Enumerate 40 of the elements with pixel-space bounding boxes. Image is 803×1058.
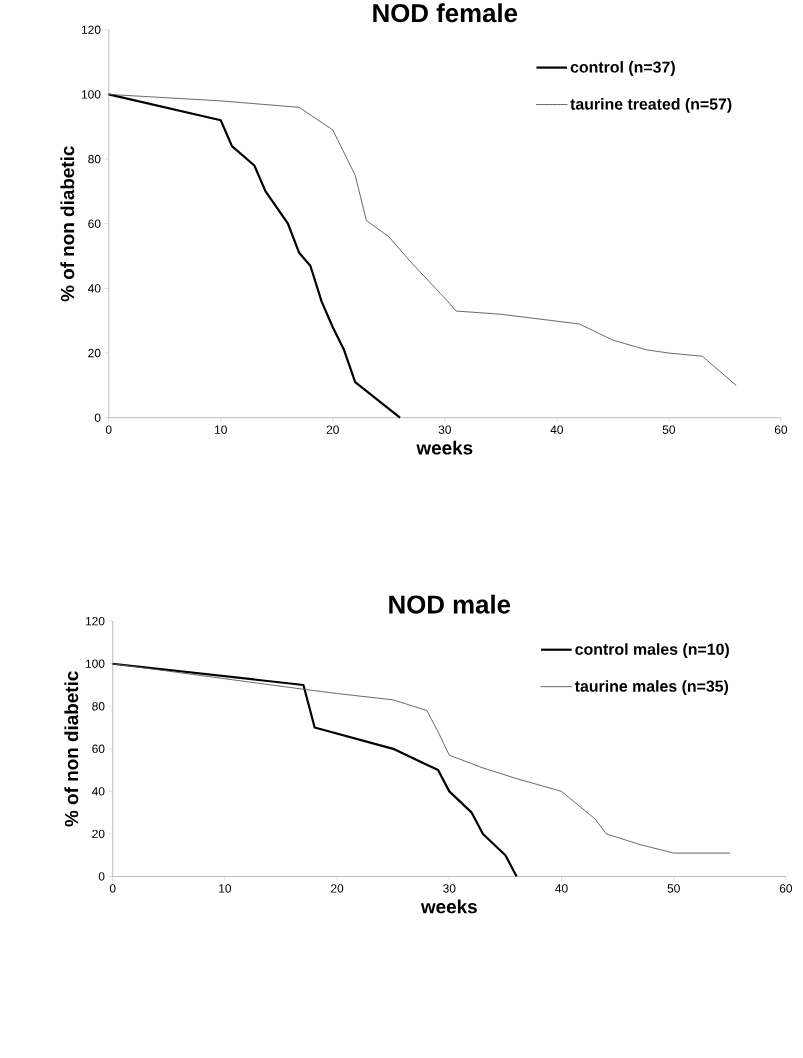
y-tick-label: 40 — [88, 284, 101, 293]
x-tick-label: 60 — [779, 884, 793, 893]
legend-label: control (n=37) — [570, 61, 675, 76]
y-tick-label: 20 — [88, 348, 101, 358]
y-tick-label: 60 — [92, 744, 105, 754]
x-tick-label: 10 — [219, 884, 232, 893]
y-tick-label: 60 — [88, 219, 101, 228]
y-tick-label: 20 — [92, 829, 105, 839]
y-tick-label: 100 — [86, 659, 105, 668]
y-tick-label: 80 — [88, 154, 101, 164]
x-tick-label: 40 — [555, 884, 568, 893]
x-tick-label: 50 — [667, 884, 680, 893]
legend-label: control males (n=10) — [575, 643, 730, 659]
y-tick-label: 40 — [92, 787, 105, 796]
x-tick-label: 40 — [550, 425, 564, 434]
y-tick-label: 120 — [86, 616, 105, 626]
line-series — [111, 662, 518, 878]
x-tick-label: 0 — [105, 425, 112, 434]
x-tick-label: 30 — [443, 884, 456, 893]
y-axis-title: % of non diabetic — [64, 671, 79, 827]
chart-title: NOD female — [373, 3, 518, 23]
y-tick-label: 120 — [82, 25, 101, 34]
legend-label: taurine males (n=35) — [574, 680, 729, 695]
x-axis-title: weeks — [420, 899, 477, 914]
x-tick-label: 60 — [774, 425, 788, 434]
x-tick-label: 20 — [326, 425, 340, 434]
line-series — [107, 93, 402, 419]
legend-label: taurine treated (n=57) — [570, 98, 732, 113]
y-tick-label: 80 — [92, 702, 105, 711]
x-axis-title: weeks — [416, 440, 473, 455]
x-tick-label: 10 — [215, 425, 227, 434]
y-axis-title: % of non diabetic — [60, 146, 75, 302]
y-tick-label: 100 — [82, 90, 101, 99]
x-tick-label: 30 — [438, 425, 452, 434]
y-tick-label: 0 — [94, 413, 101, 422]
x-tick-label: 0 — [109, 884, 116, 893]
chart-title: NOD male — [389, 594, 511, 614]
x-tick-label: 20 — [331, 884, 344, 893]
y-tick-label: 0 — [98, 872, 105, 881]
x-tick-label: 50 — [662, 425, 676, 434]
